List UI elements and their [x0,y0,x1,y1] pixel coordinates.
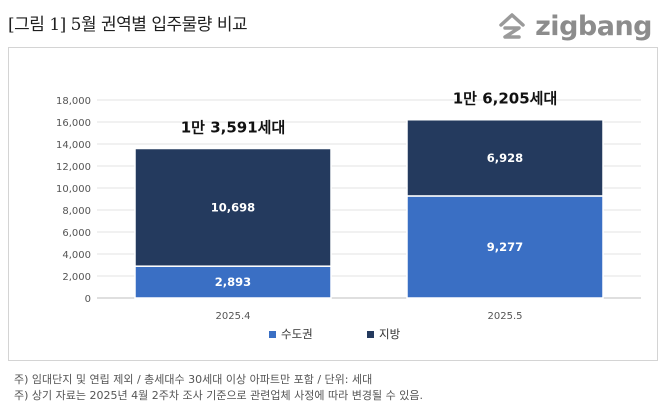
y-tick-label: 18,000 [56,96,91,107]
bar-segment [134,147,332,267]
x-tick-label: 2025.4 [216,311,251,322]
legend-swatch [367,331,374,338]
footnotes: 주) 임대단지 및 연립 제외 / 총세대수 30세대 이상 아파트만 포함 /… [14,372,423,403]
data-label: 10,698 [211,200,255,214]
chart-title: [그림 1] 5월 권역별 입주물량 비교 [8,15,248,35]
y-tick-label: 12,000 [56,162,91,173]
brand-name: zigbang [535,10,652,42]
total-label: 1만 3,591세대 [181,118,286,136]
y-tick-label: 10,000 [56,184,91,195]
chart-container: 0 2,000 4,000 6,000 8,000 10,000 12,000 14,000 1… [8,47,658,361]
legend-label: 지방 [379,327,401,341]
house-icon [499,13,525,39]
data-label: 2,893 [215,275,251,289]
bar-segment [406,195,604,299]
data-label: 6,928 [487,151,523,165]
total-label: 1만 6,205세대 [453,90,558,108]
y-tick-label: 2,000 [62,272,91,283]
bar-segment [406,118,604,197]
footnote-2: 주) 상기 자료는 2025년 4월 2주차 조사 기준으로 관련업체 사정에 … [14,388,423,402]
y-tick-label: 0 [85,294,91,305]
y-tick-label: 8,000 [62,206,91,217]
data-label: 9,277 [487,240,523,254]
stacked-bar-chart: 0 2,000 4,000 6,000 8,000 10,000 12,000 14,000 1… [56,90,641,341]
footnote-1: 주) 임대단지 및 연립 제외 / 총세대수 30세대 이상 아파트만 포함 /… [14,373,373,386]
x-tick-label: 2025.5 [488,311,523,322]
brand-logo: zigbang [497,8,652,44]
legend-swatch [269,331,276,338]
y-tick-label: 6,000 [62,228,91,239]
y-tick-label: 4,000 [62,250,91,261]
y-tick-label: 16,000 [56,118,91,129]
y-tick-label: 14,000 [56,140,91,151]
legend-label: 수도권 [281,327,313,341]
